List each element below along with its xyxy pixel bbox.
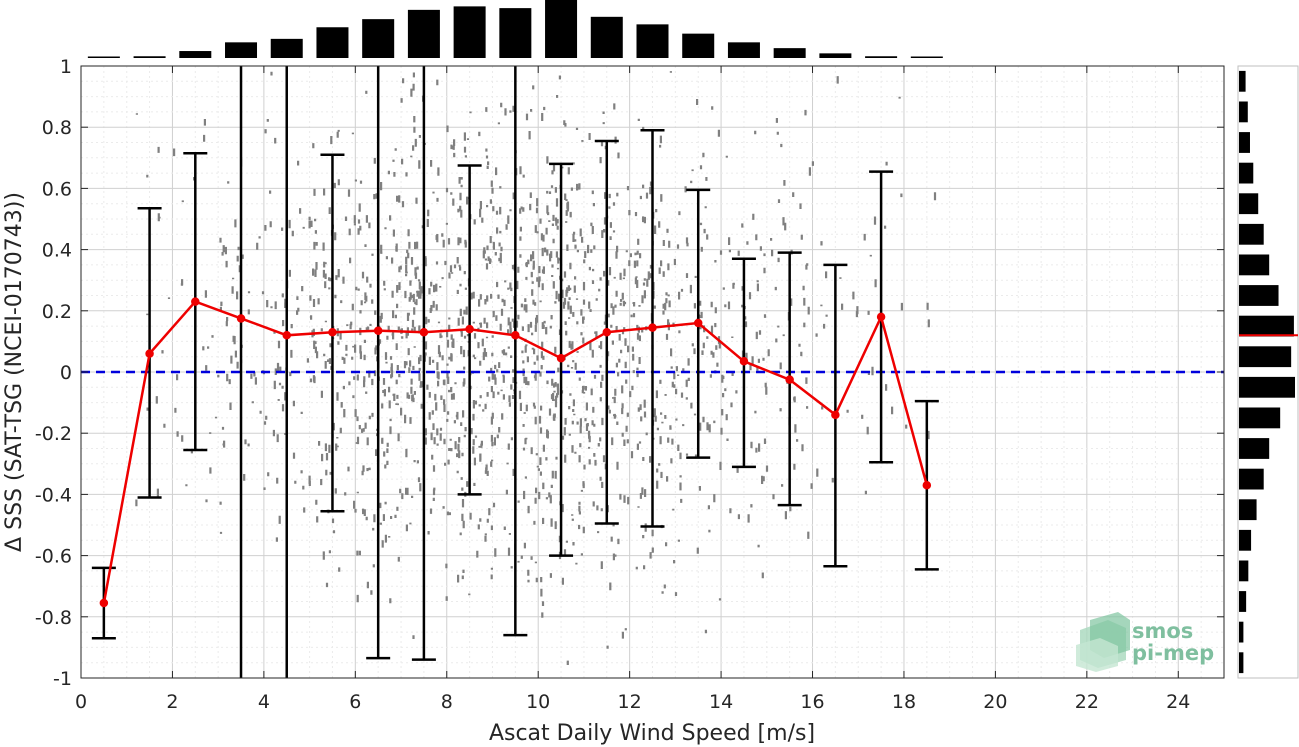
- mean-point: [739, 357, 749, 366]
- y-tick-label: -0.2: [35, 423, 72, 445]
- x-hist-bar: [590, 16, 623, 58]
- scatter-cloud: [135, 71, 937, 665]
- x-hist-bar: [87, 56, 120, 58]
- x-tick-label: 0: [75, 691, 87, 713]
- mean-point: [602, 327, 612, 337]
- y-hist-bar: [1239, 162, 1254, 184]
- mean-point: [693, 318, 703, 328]
- y-tick-label: 0.2: [42, 301, 72, 323]
- y-hist-bar: [1239, 468, 1264, 490]
- mean-point: [831, 410, 840, 420]
- mean-point: [511, 331, 520, 340]
- y-hist-bar: [1239, 315, 1294, 337]
- mean-point: [419, 327, 429, 337]
- x-tick-label: 12: [618, 691, 642, 713]
- smos-pimep-logo: smos pi-mep: [1076, 612, 1214, 672]
- x-hist-bar: [773, 48, 806, 58]
- x-tick-label: 10: [526, 691, 550, 713]
- x-histogram: [87, 0, 943, 59]
- y-tick-label: -0.4: [35, 484, 72, 506]
- mean-point: [785, 375, 794, 384]
- x-hist-bar: [407, 9, 440, 58]
- y-hist-bar: [1239, 376, 1295, 398]
- x-tick-label: 4: [258, 691, 270, 713]
- x-hist-bar: [270, 38, 303, 58]
- y-tick-label: 1: [60, 56, 72, 78]
- mean-point: [191, 297, 200, 306]
- x-hist-bar: [819, 53, 852, 58]
- mean-point: [556, 353, 566, 363]
- mean-point: [282, 331, 291, 340]
- mean-point: [145, 349, 154, 358]
- y-hist-bar: [1239, 529, 1252, 551]
- mean-line: [99, 297, 932, 608]
- y-hist-bar: [1239, 70, 1246, 92]
- x-hist-bar: [362, 19, 395, 58]
- y-tick-label: 0.8: [42, 117, 72, 139]
- y-tick-label: 0.4: [42, 240, 72, 262]
- error-bar: [503, 66, 528, 637]
- y-hist-bar: [1239, 193, 1259, 215]
- x-tick-label: 2: [166, 691, 178, 713]
- y-hist-bar: [1239, 438, 1270, 459]
- mean-point: [373, 326, 383, 335]
- mean-point: [876, 312, 886, 322]
- x-hist-bar: [682, 33, 715, 58]
- y-tick-label: -1: [53, 668, 72, 690]
- y-hist-bar: [1239, 652, 1244, 674]
- x-hist-bar: [225, 42, 258, 58]
- mean-point: [648, 323, 657, 332]
- x-axis-ticks: 0 2 4 6 8 10 12 14 16 18 20 22 24: [75, 66, 1190, 713]
- y-hist-bar: [1239, 132, 1250, 153]
- x-hist-bar: [179, 51, 212, 58]
- x-hist-bar: [316, 27, 349, 58]
- x-hist-bar: [545, 0, 578, 58]
- x-tick-label: 18: [892, 691, 916, 713]
- y-hist-bar: [1239, 346, 1292, 368]
- x-hist-bar: [453, 6, 486, 58]
- x-axis-label: Ascat Daily Wind Speed [m/s]: [489, 721, 815, 746]
- y-hist-bar: [1239, 101, 1248, 123]
- y-histogram: [1237, 65, 1299, 679]
- y-tick-label: 0: [60, 362, 72, 384]
- y-tick-label: 0.6: [42, 178, 72, 200]
- x-hist-bar: [133, 56, 166, 58]
- x-hist-bar: [499, 8, 532, 59]
- x-hist-bar: [727, 42, 760, 58]
- x-tick-label: 8: [441, 691, 453, 713]
- x-tick-label: 6: [349, 691, 361, 713]
- y-axis-label: Δ SSS (SAT-TSG (NCEI-0170743)): [2, 192, 27, 552]
- x-tick-label: 24: [1166, 691, 1190, 713]
- y-hist-bar: [1239, 407, 1281, 429]
- y-axis-ticks: -1 -0.8 -0.6 -0.4 -0.2 0 0.2 0.4 0.6 0.8 1: [35, 56, 1224, 690]
- y-hist-bar: [1239, 621, 1244, 643]
- x-hist-bar: [865, 56, 898, 58]
- mean-point: [465, 324, 474, 334]
- mean-point: [328, 327, 337, 337]
- y-hist-bar: [1239, 499, 1257, 521]
- mean-point: [236, 314, 246, 323]
- y-hist-bar: [1239, 254, 1270, 276]
- mean-point: [922, 480, 932, 490]
- x-hist-bar: [910, 56, 943, 58]
- y-tick-label: -0.6: [35, 546, 72, 568]
- logo-line2: pi-mep: [1132, 641, 1214, 665]
- y-hist-bar: [1239, 223, 1264, 245]
- mean-point: [99, 598, 109, 608]
- x-tick-label: 14: [709, 691, 733, 713]
- y-hist-bar: [1239, 591, 1247, 612]
- y-tick-label: -0.8: [35, 607, 72, 629]
- scatter-points: [135, 71, 937, 665]
- x-hist-bar: [636, 24, 669, 58]
- logo-line1: smos: [1132, 619, 1193, 643]
- y-hist-bar: [1239, 285, 1279, 306]
- x-tick-label: 20: [983, 691, 1007, 713]
- error-bar: [411, 66, 436, 661]
- main-plot: 0 2 4 6 8 10 12 14 16 18 20 22 24 -1-0.8-0.6-0.4-0.2…: [35, 56, 1225, 713]
- x-tick-label: 22: [1075, 691, 1099, 713]
- x-tick-label: 16: [800, 691, 824, 713]
- error-bar: [366, 66, 391, 660]
- y-hist-bar: [1239, 560, 1249, 582]
